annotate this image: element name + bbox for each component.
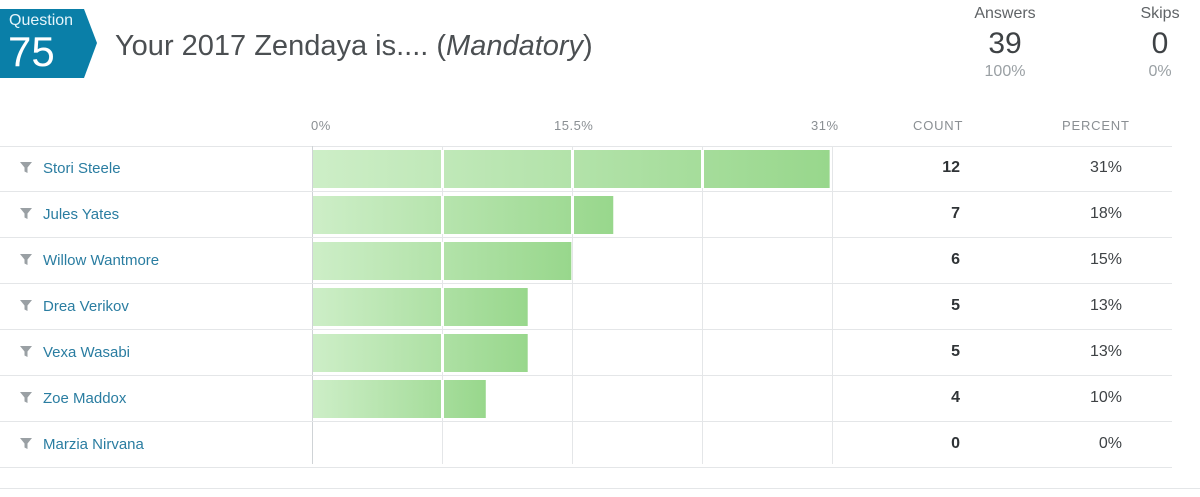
question-number: 75 xyxy=(8,28,55,75)
table-row: Drea Verikov 5 13% xyxy=(0,284,1172,330)
filter-icon[interactable] xyxy=(19,391,33,405)
chart-bar xyxy=(313,288,528,326)
answers-stat: Answers 39 100% xyxy=(960,4,1050,82)
filter-icon[interactable] xyxy=(19,161,33,175)
filter-icon[interactable] xyxy=(19,437,33,451)
chart-bar xyxy=(313,196,614,234)
skips-value: 0 xyxy=(1151,27,1169,60)
answer-percent: 10% xyxy=(1089,389,1122,406)
answer-percent: 31% xyxy=(1089,159,1122,176)
answer-choice-link[interactable]: Willow Wantmore xyxy=(43,252,160,269)
table-header: 0% 15.5% 31% COUNT PERCENT xyxy=(0,104,1172,147)
answer-choice-link[interactable]: Stori Steele xyxy=(43,160,121,177)
table-row: Jules Yates 7 18% xyxy=(0,192,1172,238)
chart-bar-segment-gap xyxy=(571,196,574,234)
axis-tick-0: 0% xyxy=(311,118,331,133)
skips-label: Skips xyxy=(1140,5,1180,22)
question-title-emphasis: Mandatory xyxy=(446,30,584,62)
percent-column-header: PERCENT xyxy=(1062,118,1130,133)
answer-count: 6 xyxy=(951,251,960,268)
bar-chart xyxy=(312,146,833,464)
question-title-text: Your 2017 Zendaya is.... ( xyxy=(115,30,447,62)
answer-choice-link[interactable]: Marzia Nirvana xyxy=(43,436,144,453)
answer-choice-link[interactable]: Drea Verikov xyxy=(43,298,129,315)
chart-bar-segment-gap xyxy=(571,150,574,188)
answer-count: 0 xyxy=(951,435,960,452)
answer-count: 5 xyxy=(951,343,960,360)
answers-value: 39 xyxy=(988,27,1022,60)
chart-bar xyxy=(313,380,486,418)
chart-bar-segment-gap xyxy=(701,150,704,188)
answer-choice-link[interactable]: Jules Yates xyxy=(43,206,120,223)
table-row: Stori Steele 12 31% xyxy=(0,146,1172,192)
answers-label: Answers xyxy=(974,5,1036,22)
table-row: Marzia Nirvana 0 0% xyxy=(0,422,1172,468)
answer-percent: 18% xyxy=(1089,205,1122,222)
answers-percent: 100% xyxy=(984,63,1026,80)
bottom-divider xyxy=(0,488,1200,489)
question-title-suffix: ) xyxy=(583,30,593,62)
answer-percent: 0% xyxy=(1098,435,1122,452)
table-row: Zoe Maddox 4 10% xyxy=(0,376,1172,422)
answer-percent: 13% xyxy=(1089,343,1122,360)
question-title: Your 2017 Zendaya is.... (Mandatory) xyxy=(115,28,593,64)
answer-count: 7 xyxy=(951,205,960,222)
chart-bar-segment-gap xyxy=(441,242,444,280)
chart-bar-segment-gap xyxy=(441,196,444,234)
filter-icon[interactable] xyxy=(19,207,33,221)
answer-choice-link[interactable]: Zoe Maddox xyxy=(43,390,127,407)
skips-stat: Skips 0 0% xyxy=(1125,4,1195,82)
answer-rows: Stori Steele 12 31% Jules Yates 7 18% Willow W… xyxy=(0,146,1172,468)
question-badge-label: Question xyxy=(9,12,74,29)
question-badge: Question 75 xyxy=(0,9,97,78)
table-row: Vexa Wasabi 5 13% xyxy=(0,330,1172,376)
table-row: Willow Wantmore 6 15% xyxy=(0,238,1172,284)
axis-tick-max: 31% xyxy=(811,118,839,133)
answer-count: 4 xyxy=(951,389,960,406)
axis-tick-mid: 15.5% xyxy=(554,118,594,133)
chart-bar xyxy=(313,334,528,372)
chart-bar-segment-gap xyxy=(441,334,444,372)
chart-bar-segment-gap xyxy=(441,288,444,326)
answer-count: 5 xyxy=(951,297,960,314)
filter-icon[interactable] xyxy=(19,299,33,313)
count-column-header: COUNT xyxy=(913,118,964,133)
filter-icon[interactable] xyxy=(19,253,33,267)
answer-count: 12 xyxy=(942,159,960,176)
answer-choice-link[interactable]: Vexa Wasabi xyxy=(43,344,130,361)
skips-percent: 0% xyxy=(1148,63,1172,80)
filter-icon[interactable] xyxy=(19,345,33,359)
answer-percent: 13% xyxy=(1089,297,1122,314)
answer-percent: 15% xyxy=(1089,251,1122,268)
chart-bar-segment-gap xyxy=(441,380,444,418)
chart-bar-segment-gap xyxy=(441,150,444,188)
